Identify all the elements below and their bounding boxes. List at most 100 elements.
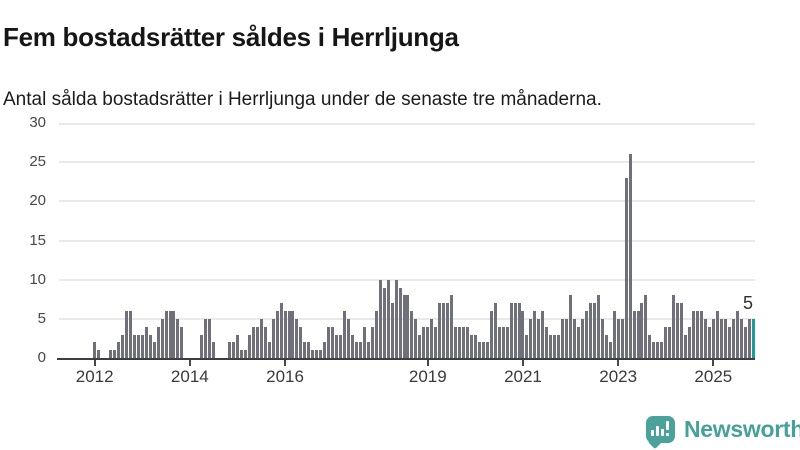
bar <box>735 311 739 358</box>
x-axis-tick-2023 <box>617 360 620 366</box>
x-axis-label-2012: 2012 <box>75 367 114 386</box>
bar <box>695 311 699 358</box>
bar <box>132 334 136 358</box>
bar <box>354 342 358 358</box>
bar <box>303 342 307 358</box>
bar <box>747 318 751 358</box>
y-axis-label-15: 15 <box>29 231 46 249</box>
bar <box>517 303 521 358</box>
bar <box>640 303 644 358</box>
bar <box>176 318 180 358</box>
bar <box>442 303 446 358</box>
bar <box>473 334 477 358</box>
bar <box>109 350 113 358</box>
newsworthy-bubble-chart-icon <box>646 416 675 450</box>
bar <box>362 326 366 358</box>
x-axis-label-2025: 2025 <box>694 367 733 386</box>
gridline-y20 <box>59 200 755 203</box>
x-axis-tick-2016 <box>284 360 287 366</box>
bar <box>406 295 410 358</box>
bar <box>505 326 509 358</box>
bar <box>485 342 489 358</box>
bar <box>727 326 731 358</box>
bar <box>374 311 378 358</box>
bar <box>228 342 232 358</box>
bar <box>418 334 422 358</box>
bar <box>136 334 140 358</box>
bar <box>600 318 604 358</box>
y-axis-label-10: 10 <box>29 270 46 288</box>
bar <box>477 342 481 358</box>
bar <box>545 326 549 358</box>
bar <box>497 326 501 358</box>
bar <box>311 350 315 358</box>
x-axis-label-2016: 2016 <box>266 367 304 386</box>
bar <box>592 303 596 358</box>
bar <box>426 326 430 358</box>
bar <box>208 318 212 358</box>
bar <box>493 303 497 358</box>
bar <box>632 311 636 358</box>
x-axis-tick-2021 <box>521 360 524 366</box>
bar <box>648 334 652 358</box>
bar <box>489 311 493 358</box>
x-axis-label-2019: 2019 <box>408 367 447 386</box>
bar <box>93 342 97 358</box>
bar <box>370 326 374 358</box>
highlighted-bar <box>751 318 755 358</box>
bar <box>450 295 454 358</box>
bar <box>529 318 533 358</box>
bar <box>247 334 251 358</box>
bar <box>644 295 648 358</box>
x-axis-tick-2019 <box>426 360 429 366</box>
bar-chart-plot-area <box>57 123 755 360</box>
bar <box>339 334 343 358</box>
bar <box>275 311 279 358</box>
bar <box>358 342 362 358</box>
page-title: Fem bostadsrätter såldes i Herrljunga <box>3 22 459 53</box>
bar <box>501 326 505 358</box>
bar <box>200 334 204 358</box>
y-axis-label-0: 0 <box>37 349 46 366</box>
bar <box>672 295 676 358</box>
highlight-value-label: 5 <box>743 292 754 313</box>
bar <box>160 318 164 358</box>
bar <box>684 334 688 358</box>
bar <box>628 154 632 358</box>
bar <box>596 295 600 358</box>
bar <box>616 318 620 358</box>
bar <box>319 350 323 358</box>
bar <box>549 334 553 358</box>
bar <box>390 303 394 358</box>
bar <box>394 279 398 358</box>
bar <box>636 311 640 358</box>
bar <box>97 350 101 358</box>
bar <box>346 318 350 358</box>
bar <box>711 318 715 358</box>
bar <box>382 287 386 358</box>
bar <box>469 334 473 358</box>
bar <box>533 311 537 358</box>
bar <box>410 311 414 358</box>
bar <box>561 318 565 358</box>
bar <box>604 334 608 358</box>
bar <box>172 311 176 358</box>
bar <box>430 318 434 358</box>
bar <box>680 303 684 358</box>
bar <box>660 342 664 358</box>
gridline-y25 <box>59 161 755 164</box>
bar <box>386 279 390 358</box>
bar <box>263 326 267 358</box>
bar <box>553 334 557 358</box>
y-axis-label-20: 20 <box>29 192 46 210</box>
bar <box>723 318 727 358</box>
bar <box>204 318 208 358</box>
bar <box>255 326 259 358</box>
bar <box>239 350 243 358</box>
bar <box>259 318 263 358</box>
bar <box>577 326 581 358</box>
bar <box>335 334 339 358</box>
bar <box>624 177 628 358</box>
bar <box>454 326 458 358</box>
